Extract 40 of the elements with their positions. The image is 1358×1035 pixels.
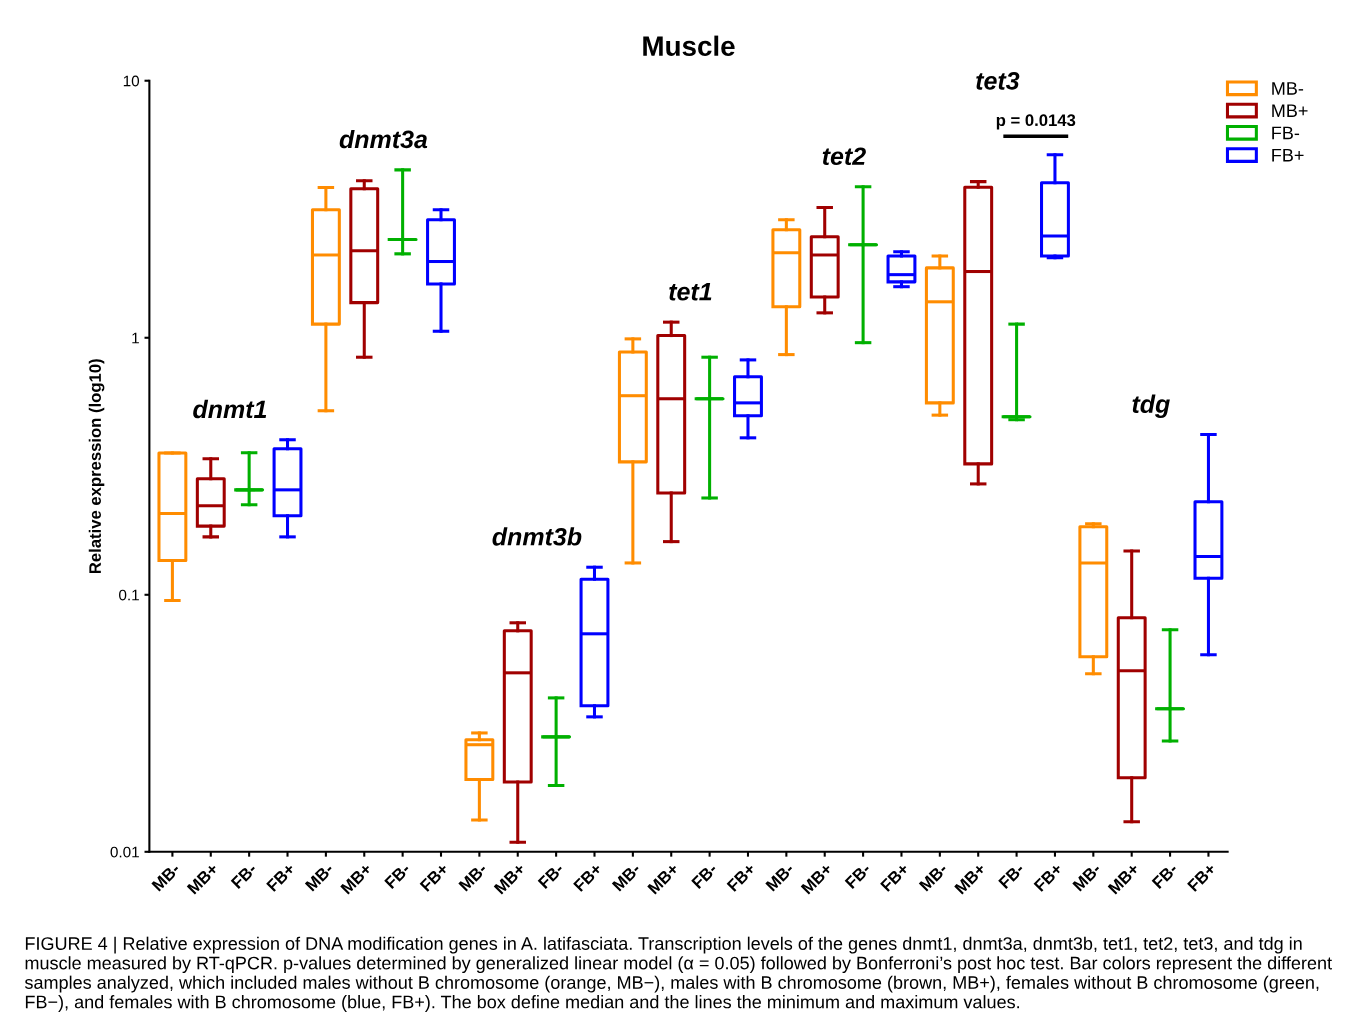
x-tick-label: MB- (611, 862, 641, 892)
x-tick-label: FB- (230, 862, 258, 889)
x-tick-label: FB- (537, 862, 565, 889)
x-tick-label: FB- (384, 862, 411, 889)
x-tick-label: FB+ (573, 862, 603, 892)
chart-title: Muscle (643, 35, 735, 56)
x-tick-label: MB- (151, 862, 181, 892)
y-tick-label: 1 (132, 332, 139, 344)
x-tick-label: FB+ (726, 862, 757, 892)
annotation: dnmt3a (339, 129, 428, 149)
x-tick-label: FB- (998, 862, 1025, 889)
annotation: dnmt1 (193, 399, 267, 419)
x-tick-label: FB- (691, 862, 718, 889)
x-tick-label: MB- (918, 862, 948, 892)
legend-label: MB+ (1272, 104, 1308, 117)
x-tick-label: FB+ (880, 862, 910, 892)
x-tick-label: MB- (765, 862, 795, 892)
annotation: p = 0.0143 (996, 114, 1076, 130)
legend-label: MB- (1272, 82, 1304, 95)
annotation: dnmt3b (492, 527, 582, 546)
x-tick-label: FB- (844, 862, 872, 889)
x-tick-label: FB- (1151, 862, 1179, 889)
x-tick-label: MB- (304, 862, 334, 892)
annotation: tet3 (976, 72, 1020, 90)
annotation: tdg (1132, 394, 1170, 418)
x-tick-label: FB+ (1187, 862, 1217, 892)
x-tick-label: FB+ (266, 862, 296, 892)
y-axis-title: Relative expression (log10) (88, 359, 105, 574)
annotation: tet2 (822, 147, 866, 166)
caption: FIGURE 4 | Relative expression of DNA modification genes in A. latifasciata. Transcription levels of the genes dnmt1, dnmt3a, dnmt3b, tet1, tet2, tet3, and tdg in muscle measured by RT-qPCR. p-values determined by generalized linear model (α = 0.05) followed by Bonferroni’s post hoc test. Bar colors represent the different samples analyzed, which included males without B chromosome (orange, MB−), males with B chromosome (brown, MB+), females without B chromosome (green, FB−), and females with B chromosome (blue, FB+). The box define median and the lines the minimum and maximum values. (24, 936, 1332, 1012)
legend-label: FB+ (1272, 148, 1304, 162)
y-tick-label: 10 (123, 75, 140, 87)
annotation: tet1 (669, 283, 712, 301)
legend-label: FB- (1272, 126, 1300, 140)
x-tick-label: MB- (1072, 862, 1102, 892)
y-tick-label: 0.01 (110, 846, 139, 858)
x-tick-label: MB- (458, 862, 488, 892)
x-tick-label: FB+ (419, 862, 450, 892)
y-tick-label: 0.1 (119, 589, 139, 601)
x-tick-label: FB+ (1033, 862, 1064, 892)
